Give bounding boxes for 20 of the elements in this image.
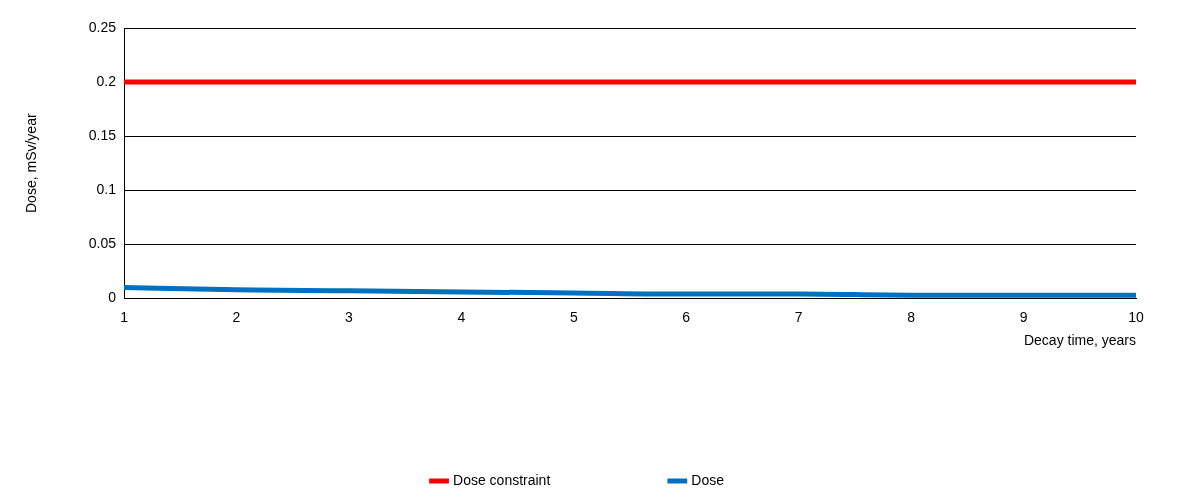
x-axis-title: Decay time, years <box>1023 332 1136 349</box>
x-tick-label: 8 <box>907 308 916 325</box>
y-tick-label: 0.2 <box>96 72 117 89</box>
y-tick-label: 0.05 <box>88 235 117 252</box>
x-tick-label: 5 <box>569 308 578 325</box>
x-tick-label: 4 <box>457 308 466 325</box>
x-tick-label: 6 <box>682 308 691 325</box>
y-tick-label: 0.1 <box>96 181 117 198</box>
y-axis-title: Dose, mSv/year <box>23 113 40 213</box>
legend-label: Dose <box>691 471 725 488</box>
legend-label: Dose constraint <box>453 471 551 488</box>
x-tick-label: 7 <box>794 308 803 325</box>
y-tick-label: 0.15 <box>88 127 117 144</box>
y-tick-label: 0 <box>108 289 117 306</box>
y-tick-label: 0.25 <box>88 18 117 35</box>
x-tick-label: 10 <box>1128 308 1144 325</box>
x-tick-label: 1 <box>120 308 129 325</box>
x-tick-label: 3 <box>345 308 354 325</box>
x-tick-label: 2 <box>232 308 241 325</box>
x-tick-label: 9 <box>1019 308 1028 325</box>
